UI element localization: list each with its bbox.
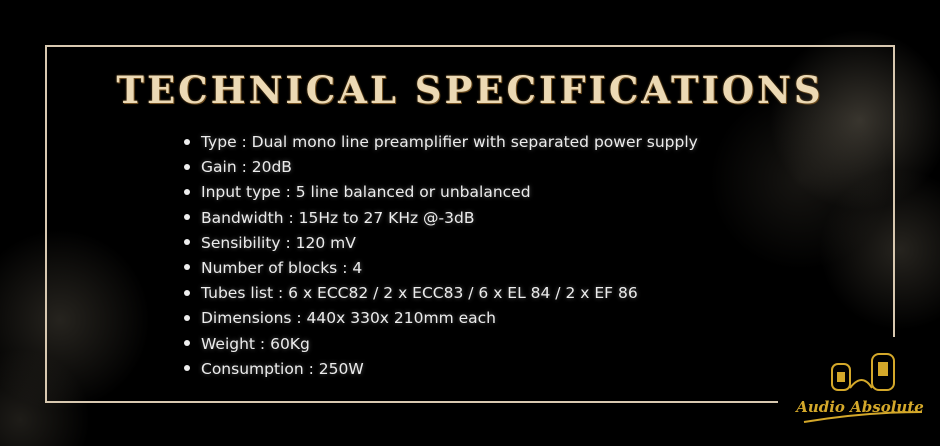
spec-item: Consumption : 250W — [184, 357, 698, 382]
bullet-icon — [184, 264, 190, 271]
bullet-icon — [184, 214, 190, 221]
bullet-icon — [184, 188, 190, 195]
bullet-icon — [184, 239, 190, 246]
page-title: TECHNICAL SPECIFICATIONS — [116, 68, 824, 112]
bullet-icon — [184, 365, 190, 372]
spec-item: Bandwidth : 15Hz to 27 KHz @-3dB — [184, 206, 698, 231]
frame-border-right — [893, 45, 895, 337]
bullet-icon — [184, 138, 190, 145]
bullet-icon — [184, 314, 190, 321]
spec-item: Tubes list : 6 x ECC82 / 2 x ECC83 / 6 x… — [184, 281, 698, 306]
svg-text:Audio Absolute: Audio Absolute — [794, 398, 924, 416]
spec-item: Dimensions : 440x 330x 210mm each — [184, 306, 698, 331]
spec-item: Type : Dual mono line preamplifier with … — [184, 130, 698, 155]
bullet-icon — [184, 163, 190, 170]
spec-list: Type : Dual mono line preamplifier with … — [184, 130, 698, 382]
frame-border-top — [45, 45, 895, 47]
bullet-icon — [184, 289, 190, 296]
frame-border-left — [45, 45, 47, 403]
spec-item: Sensibility : 120 mV — [184, 231, 698, 256]
spec-item: Input type : 5 line balanced or unbalanc… — [184, 180, 698, 205]
bullet-icon — [184, 340, 190, 346]
audio-absolute-logo: Audio Absolute — [794, 353, 924, 423]
spec-item: Number of blocks : 4 — [184, 256, 698, 281]
spec-item: Gain : 20dB — [184, 155, 698, 180]
spec-item: Weight : 60Kg — [184, 332, 698, 357]
frame-border-bottom — [45, 401, 778, 403]
